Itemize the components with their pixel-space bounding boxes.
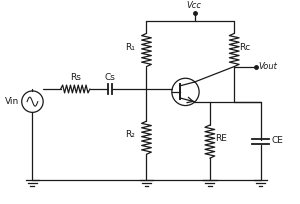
Text: R₁: R₁ — [125, 43, 135, 52]
Text: Vin: Vin — [4, 97, 19, 106]
Text: CE: CE — [271, 136, 283, 145]
Text: R₂: R₂ — [125, 130, 135, 139]
Text: Cs: Cs — [105, 73, 116, 82]
Text: Vout: Vout — [259, 62, 278, 71]
Text: Rc: Rc — [239, 43, 250, 52]
Text: Vcc: Vcc — [187, 1, 202, 10]
Text: RE: RE — [215, 134, 226, 143]
Text: Rs: Rs — [70, 73, 81, 82]
